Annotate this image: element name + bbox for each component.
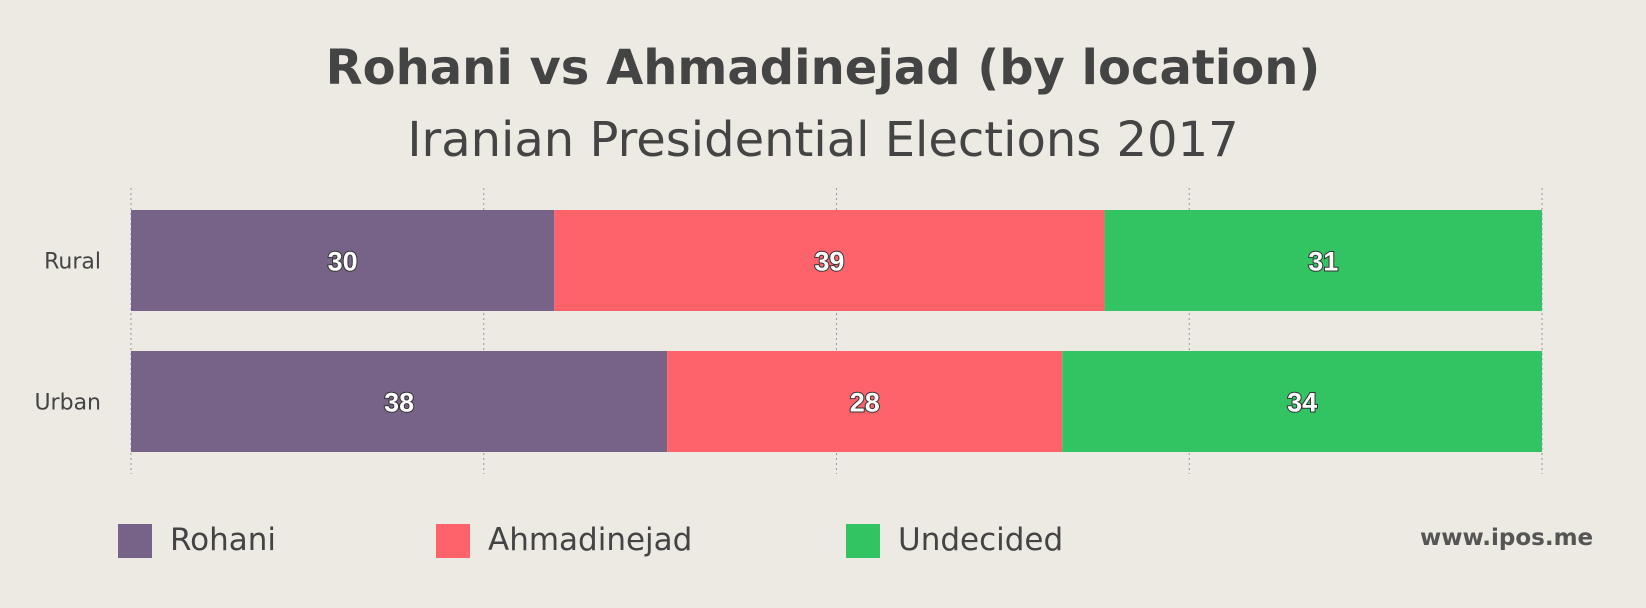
bar-urban-rohani — [131, 351, 668, 452]
data-label-urban-undecided: 34 — [1287, 388, 1317, 418]
bar-rural-undecided — [1104, 210, 1542, 311]
legend-label-rohani: Rohani — [170, 522, 277, 558]
bar-rural-ahmadinejad — [554, 210, 1105, 311]
bar-urban-ahmadinejad — [667, 351, 1063, 452]
legend-swatch-undecided — [846, 524, 880, 558]
chart-subtitle: Iranian Presidential Elections 2017 — [407, 112, 1239, 168]
data-label-rural-rohani: 30 — [328, 247, 358, 277]
bar-urban-undecided — [1062, 351, 1542, 452]
legend-label-undecided: Undecided — [898, 522, 1064, 558]
watermark-text: www.ipos.me — [1420, 525, 1594, 551]
data-label-rural-ahmadinejad: 39 — [814, 247, 844, 277]
data-label-rural-undecided: 31 — [1308, 247, 1338, 277]
legend-swatch-rohani — [118, 524, 152, 558]
category-label-rural: Rural — [44, 250, 101, 275]
bar-rural-rohani — [131, 210, 555, 311]
legend-swatch-ahmadinejad — [436, 524, 470, 558]
data-label-urban-ahmadinejad: 28 — [850, 388, 880, 418]
category-label-urban: Urban — [34, 391, 101, 416]
legend-label-ahmadinejad: Ahmadinejad — [488, 522, 693, 558]
data-label-urban-rohani: 38 — [384, 388, 414, 418]
chart-title: Rohani vs Ahmadinejad (by location) — [325, 40, 1321, 96]
